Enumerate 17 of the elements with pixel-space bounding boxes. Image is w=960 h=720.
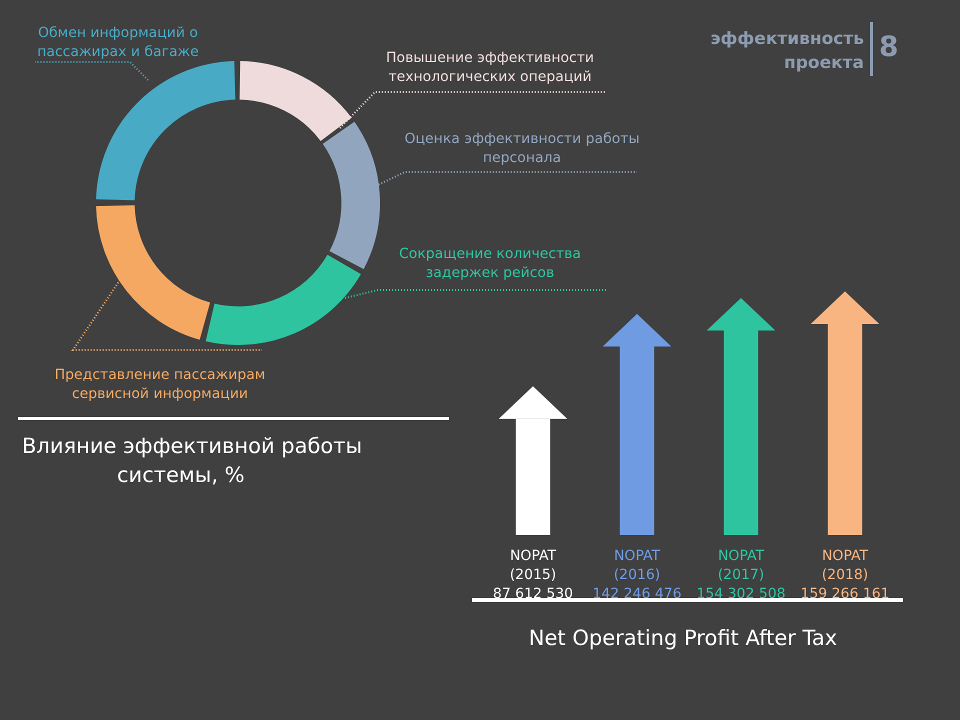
text: 8 <box>879 30 898 63</box>
x-tick-label: NOPAT (2018) <box>822 548 868 583</box>
x-tick-label: NOPAT (2017) <box>718 548 764 583</box>
data-label: 154 302 508 <box>696 586 786 602</box>
slice-label: Оценка эффективности работы персонала <box>404 131 640 166</box>
data-label: 159 266 161 <box>800 586 890 602</box>
slice-label: Обмен информаций о пассажирах и багаже <box>37 25 199 60</box>
text: эффективность проекта <box>709 28 864 75</box>
x-tick-label: NOPAT (2016) <box>614 548 660 583</box>
x-axis-title: Net Operating Profit After Tax <box>528 626 838 650</box>
text: Влияние эффективной работы системы, % <box>22 433 364 489</box>
slice-label: Представление пассажирам сервисной информации <box>54 367 266 402</box>
x-tick-label: NOPAT (2015) <box>510 548 556 583</box>
data-label: 142 246 476 <box>592 586 682 602</box>
slice-label: Сокращение количества задержек рейсов <box>398 246 582 281</box>
data-label: 87 612 530 <box>492 586 574 602</box>
slice-label: Повышение эффективности технологических операций <box>386 50 594 85</box>
